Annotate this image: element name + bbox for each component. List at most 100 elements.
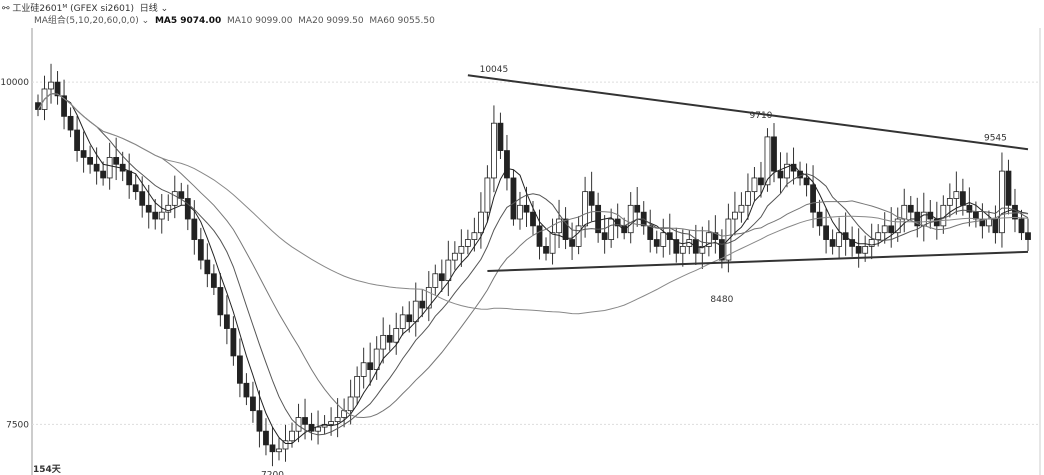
candle-body (608, 218, 615, 240)
candle-body (927, 211, 934, 220)
candle-body (406, 314, 413, 323)
candle-body (732, 211, 738, 220)
candle-body (1018, 218, 1025, 234)
ma-group-selector[interactable]: MA组合(5,10,20,60,0,0) ⌄ (34, 16, 150, 26)
candle-body (184, 198, 191, 220)
price-annotation: 9545 (984, 133, 1007, 143)
candle-body (530, 211, 536, 227)
period-selector[interactable]: 日线 ⌄ (139, 4, 169, 14)
candle-body (881, 225, 888, 234)
candle-body (699, 245, 706, 254)
candle-body (627, 204, 634, 234)
candle-body (412, 300, 419, 323)
candle-body (777, 170, 784, 179)
candle-body (536, 225, 543, 247)
candle-body (647, 225, 654, 240)
candle-body (276, 448, 282, 453)
candle-body (907, 204, 914, 213)
candle-body (451, 252, 458, 261)
candle-body (810, 184, 816, 213)
candle-body (360, 362, 367, 377)
candle-body (61, 95, 67, 117)
candle-body (510, 177, 517, 220)
candle-body (705, 232, 712, 247)
candle-body (477, 211, 484, 234)
ma10-line (37, 92, 1029, 436)
candle-body (48, 81, 54, 90)
candle-body (712, 232, 719, 240)
candle-body (145, 204, 152, 213)
candle-body (868, 239, 875, 247)
day-count: 154天 (33, 464, 62, 475)
candle-body (54, 81, 61, 97)
candle-body (445, 259, 452, 282)
candle-body (197, 239, 204, 261)
candle-body (1025, 232, 1031, 240)
link-icon: ⚯ (2, 4, 10, 14)
candle-body (673, 239, 680, 254)
candle-body (191, 218, 198, 240)
candle-body (438, 273, 445, 282)
candle-body (588, 191, 595, 206)
candle-body (250, 396, 256, 412)
candle-body (217, 287, 224, 316)
candle-body (393, 328, 400, 343)
candle-body (784, 163, 790, 179)
price-annotation: 9710 (750, 111, 773, 121)
candle-body (920, 211, 927, 227)
candle-body (210, 273, 217, 288)
candle-body (972, 211, 979, 220)
candle-body (80, 150, 87, 158)
candle-body (797, 170, 803, 179)
ma-legend: MA组合(5,10,20,60,0,0) ⌄ MA5 9074.00 MA10 … (34, 13, 435, 26)
candle-body (289, 430, 295, 442)
candle-body (171, 191, 178, 206)
candle-body (93, 163, 100, 172)
candle-body (334, 417, 341, 423)
candle-body (354, 376, 361, 398)
candle-body (758, 177, 764, 186)
candle-body (595, 204, 602, 234)
candle-body (282, 440, 289, 450)
candle-body (256, 410, 263, 432)
candle-body (966, 204, 973, 213)
candle-body (74, 129, 80, 151)
candle-body (373, 348, 380, 370)
candle-body (562, 218, 569, 240)
candle-body (367, 362, 374, 370)
candle-body (504, 150, 510, 179)
trendline (467, 74, 1029, 151)
candle-body (243, 382, 250, 398)
candle-body (862, 245, 869, 254)
candle-body (158, 211, 165, 220)
candle-body (582, 191, 589, 227)
candle-body (894, 218, 901, 234)
candle-body (953, 191, 960, 199)
candle-body (849, 239, 856, 247)
candle-body (295, 417, 302, 432)
candle-body (464, 239, 471, 247)
candle-body (575, 225, 582, 247)
candle-body (347, 396, 354, 412)
candle-body (517, 204, 523, 220)
candle-body (139, 191, 146, 206)
candle-body (263, 430, 269, 446)
candle-body (751, 177, 758, 193)
candle-body (100, 170, 107, 179)
candle-body (419, 300, 426, 309)
candle-body (823, 225, 829, 240)
candle-body (497, 122, 504, 151)
candle-body (523, 204, 530, 213)
candle-body (204, 259, 211, 275)
candle-body (875, 232, 882, 240)
chart-header: ⚯ 工业硅2601ᴹ (GFEX si2601) 日线 ⌄ (2, 1, 168, 14)
candle-body (660, 232, 667, 247)
ma60-value: MA60 9055.50 (369, 16, 435, 26)
candle-body (1005, 170, 1012, 206)
candle-body (999, 170, 1005, 234)
y-tick-label: 10000 (0, 78, 29, 88)
candle-body (106, 157, 113, 179)
ma20-value: MA20 9099.50 (298, 16, 364, 26)
candle-body (223, 314, 230, 329)
